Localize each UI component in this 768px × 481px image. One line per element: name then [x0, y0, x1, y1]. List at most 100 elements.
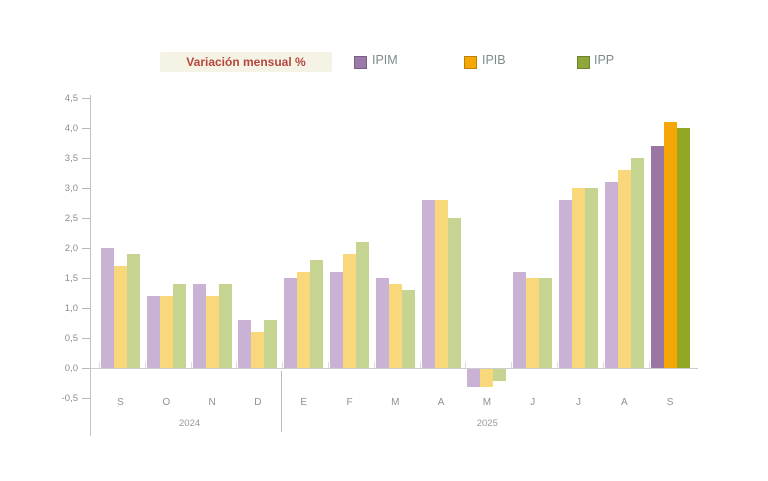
- group-tick: [328, 362, 329, 368]
- y-tick-mark: [82, 248, 90, 249]
- chart-title: Variación mensual %: [160, 52, 332, 72]
- bar-ipim-0: [101, 248, 114, 368]
- legend-label-ipib: IPIB: [482, 53, 506, 67]
- bar-ipib-7: [434, 200, 448, 368]
- bar-ipib-10: [572, 188, 585, 368]
- y-tick-mark: [82, 128, 90, 129]
- bar-ipim-8: [467, 369, 481, 387]
- bar-ipim-1: [146, 296, 160, 368]
- year-label: 2024: [179, 418, 201, 429]
- y-tick-label: 1,0: [64, 303, 78, 314]
- bar-ipp-1: [172, 284, 186, 368]
- x-tick-label: J: [576, 397, 581, 408]
- bar-ipim-9: [513, 272, 527, 368]
- y-tick-label: 2,5: [64, 213, 78, 224]
- bar-ipp-6: [401, 290, 415, 368]
- bar-ipp-11: [630, 158, 644, 368]
- bar-ipib-8: [480, 369, 494, 387]
- y-tick-label: 1,5: [64, 273, 78, 284]
- y-tick-label: 0,0: [64, 363, 78, 374]
- bar-ipib-6: [388, 284, 402, 368]
- y-tick-mark: [82, 218, 90, 219]
- bar-ipib-1: [159, 296, 173, 368]
- legend-swatch-ipim: [354, 56, 367, 69]
- bar-ipp-9: [539, 278, 553, 368]
- y-tick-mark: [82, 278, 90, 279]
- bar-ipim-11: [604, 182, 618, 368]
- group-tick: [99, 362, 100, 368]
- bar-ipp-5: [356, 242, 369, 368]
- y-tick-label: 3,5: [64, 153, 78, 164]
- y-tick-mark: [82, 398, 90, 399]
- x-tick-label: F: [346, 397, 353, 408]
- y-tick-mark: [82, 338, 90, 339]
- bar-ipim-3: [238, 320, 252, 368]
- y-tick-label: 4,0: [64, 123, 78, 134]
- group-tick: [465, 362, 467, 368]
- bar-ipim-7: [421, 200, 435, 368]
- legend-swatch-ipp: [577, 56, 590, 69]
- x-tick-label: N: [208, 397, 216, 408]
- group-tick: [511, 362, 513, 368]
- bar-ipib-12: [663, 122, 677, 368]
- group-tick: [236, 362, 238, 368]
- bar-ipp-12: [676, 128, 690, 368]
- group-tick: [190, 362, 192, 368]
- y-axis-line: [90, 95, 91, 436]
- x-axis-baseline: [90, 368, 698, 369]
- y-tick-mark: [82, 158, 90, 159]
- y-tick-label: -0,5: [61, 393, 78, 404]
- bar-ipim-6: [375, 278, 389, 368]
- legend-swatch-ipib: [464, 56, 477, 69]
- x-tick-label: O: [162, 397, 171, 408]
- group-tick: [144, 362, 146, 368]
- bar-ipib-2: [205, 296, 219, 368]
- y-tick-label: 0,5: [64, 333, 78, 344]
- bar-ipp-10: [585, 188, 598, 368]
- bar-ipim-2: [192, 284, 206, 368]
- bar-ipim-12: [650, 146, 664, 368]
- group-tick: [419, 362, 421, 368]
- x-tick-label: M: [482, 397, 492, 408]
- x-tick-label: A: [620, 397, 628, 408]
- group-tick: [373, 362, 375, 368]
- bar-ipp-2: [218, 284, 232, 368]
- bar-ipim-5: [330, 272, 343, 368]
- bar-ipim-4: [284, 278, 298, 368]
- legend-label-ipp: IPP: [594, 53, 615, 67]
- bar-ipp-3: [264, 320, 278, 368]
- bar-ipp-4: [310, 260, 324, 368]
- bar-ipib-3: [251, 332, 265, 368]
- bar-ipim-10: [559, 200, 572, 368]
- x-tick-label: E: [300, 397, 308, 408]
- x-tick-label: S: [666, 397, 674, 408]
- y-tick-label: 3,0: [64, 183, 78, 194]
- year-separator: [281, 371, 283, 432]
- year-label: 2025: [476, 418, 498, 429]
- group-tick: [282, 362, 284, 368]
- x-tick-label: D: [254, 397, 262, 408]
- y-tick-mark: [82, 98, 90, 99]
- bar-ipp-7: [447, 218, 461, 368]
- bar-ipib-9: [526, 278, 540, 368]
- x-tick-label: M: [391, 397, 400, 408]
- y-tick-label: 2,0: [64, 243, 78, 254]
- bar-ipib-11: [617, 170, 631, 368]
- y-tick-mark: [82, 308, 90, 309]
- x-tick-label: J: [530, 397, 536, 408]
- bar-ipib-0: [114, 266, 127, 368]
- bar-ipp-0: [127, 254, 140, 368]
- x-tick-label: S: [117, 397, 124, 408]
- group-tick: [557, 362, 558, 368]
- group-tick: [648, 362, 650, 368]
- legend-label-ipim: IPIM: [372, 53, 398, 67]
- bar-ipib-5: [343, 254, 356, 368]
- bar-ipp-8: [493, 369, 507, 381]
- group-tick: [602, 362, 604, 368]
- y-tick-mark: [82, 368, 90, 369]
- bar-ipib-4: [297, 272, 311, 368]
- x-tick-label: A: [437, 397, 445, 408]
- y-tick-mark: [82, 188, 90, 189]
